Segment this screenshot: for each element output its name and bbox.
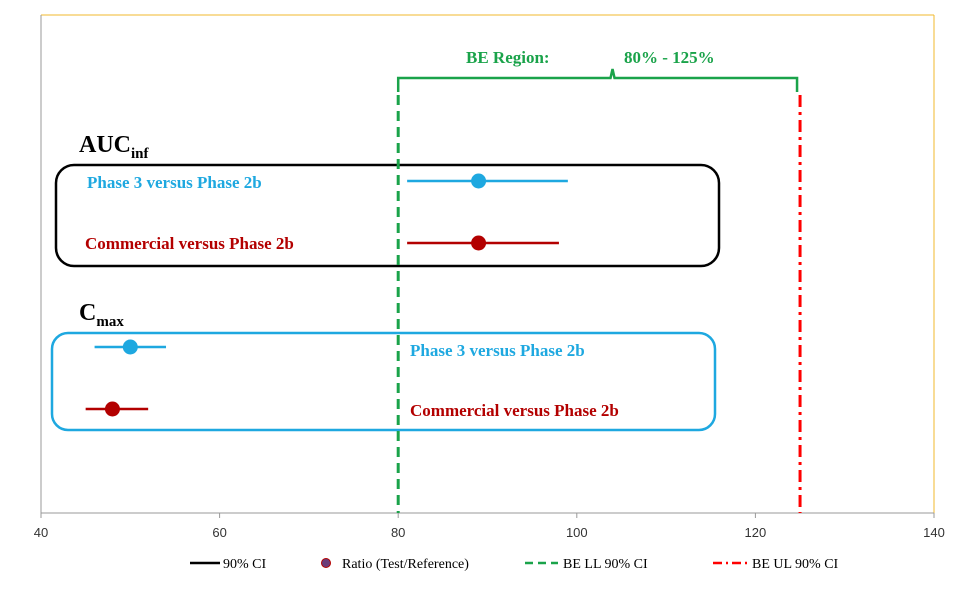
legend-be-ul-label: BE UL 90% CI — [752, 557, 839, 572]
x-tick-label: 40 — [34, 525, 48, 540]
x-tick-label: 120 — [745, 525, 767, 540]
legend-ci-label: 90% CI — [223, 557, 267, 572]
x-tick-label: 80 — [391, 525, 405, 540]
auc-title-sub: inf — [131, 146, 150, 162]
legend-ratio-marker — [321, 558, 331, 568]
auc-group-box — [54, 163, 721, 268]
auc-row-2-label: Commercial versus Phase 2b — [85, 234, 294, 253]
be-region-brace — [396, 68, 799, 92]
legend: 90% CI Ratio (Test/Reference) BE LL 90% … — [190, 557, 839, 572]
ratio-marker — [122, 339, 138, 355]
be-region-label: BE Region: — [466, 48, 550, 67]
x-tick-label: 140 — [923, 525, 945, 540]
cmax-row-2-label: Commercial versus Phase 2b — [410, 401, 619, 420]
auc-group-title: AUCinf — [79, 132, 150, 162]
auc-row-1-label: Phase 3 versus Phase 2b — [87, 173, 262, 192]
be-region-range: 80% - 125% — [624, 48, 715, 67]
cmax-title-main: C — [79, 300, 96, 326]
cmax-row-1-label: Phase 3 versus Phase 2b — [410, 341, 585, 360]
x-tick-label: 100 — [566, 525, 588, 540]
ci-marks — [85, 173, 568, 417]
ratio-marker — [471, 235, 487, 251]
cmax-title-sub: max — [96, 314, 124, 330]
cmax-group-title: Cmax — [79, 300, 124, 330]
ratio-marker — [471, 173, 487, 189]
legend-ratio-label: Ratio (Test/Reference) — [342, 557, 469, 572]
x-axis-ticks: 40 60 80 100 120 140 — [34, 513, 945, 540]
auc-title-main: AUC — [79, 132, 131, 158]
legend-be-ll-label: BE LL 90% CI — [563, 557, 648, 572]
x-tick-label: 60 — [212, 525, 226, 540]
ratio-marker — [104, 401, 120, 417]
cmax-group-box — [50, 331, 717, 432]
